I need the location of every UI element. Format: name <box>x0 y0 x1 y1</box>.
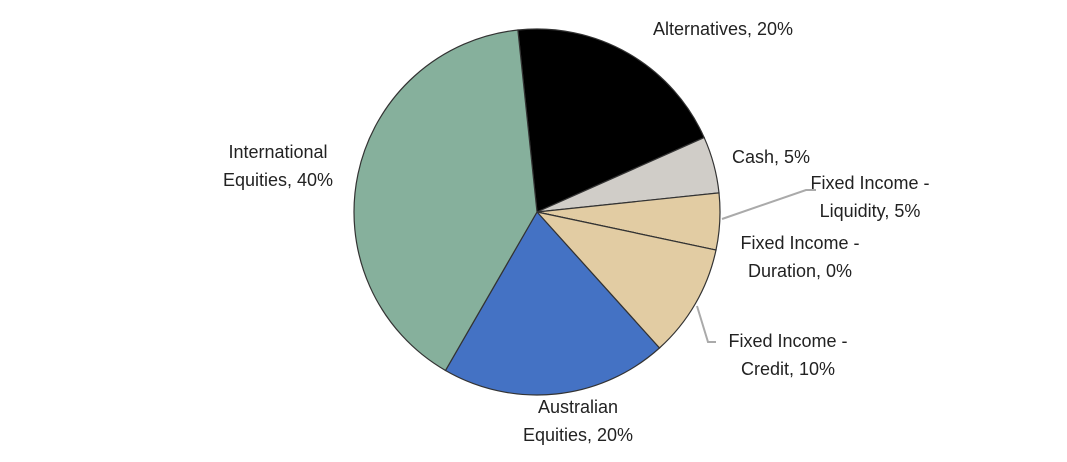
pie-slice <box>535 211 717 349</box>
data-label: Alternatives, 20% <box>653 19 793 39</box>
data-label: Equities, 20% <box>523 425 633 445</box>
data-label: Credit, 10% <box>741 359 835 379</box>
data-label: Fixed Income - <box>740 233 859 253</box>
data-label: International <box>228 142 327 162</box>
leader-line <box>696 305 716 343</box>
data-label: Duration, 0% <box>748 261 852 281</box>
pie-slice <box>517 28 705 213</box>
leader-line <box>721 189 816 220</box>
data-label: Equities, 40% <box>223 170 333 190</box>
data-label: Cash, 5% <box>732 147 810 167</box>
data-label: Fixed Income - <box>728 331 847 351</box>
pie-slice <box>353 29 538 372</box>
data-label: Liquidity, 5% <box>820 201 921 221</box>
data-label: Australian <box>538 397 618 417</box>
data-label: Fixed Income - <box>810 173 929 193</box>
pie-slice <box>444 210 661 396</box>
